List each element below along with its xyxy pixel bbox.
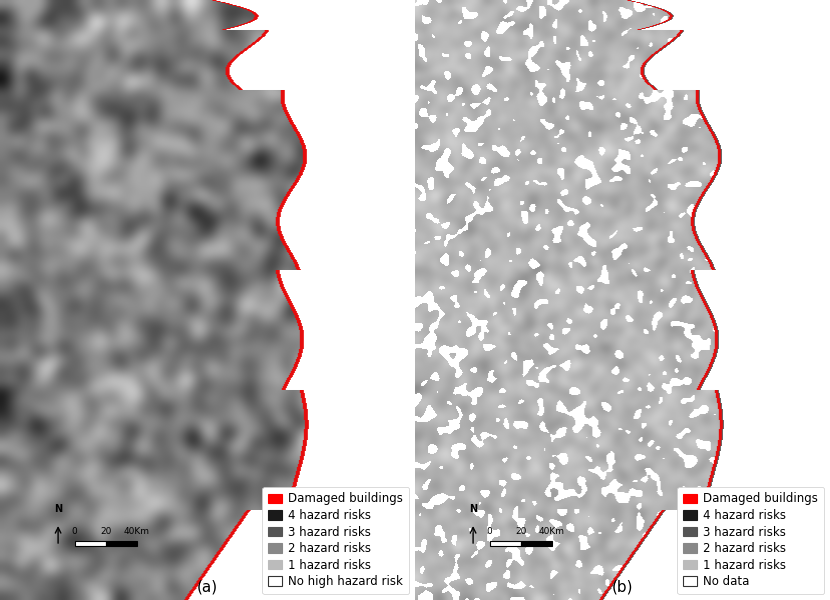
Legend: Damaged buildings, 4 hazard risks, 3 hazard risks, 2 hazard risks, 1 hazard risk: Damaged buildings, 4 hazard risks, 3 haz… xyxy=(677,487,824,594)
Text: N: N xyxy=(54,504,62,514)
Bar xyxy=(490,541,521,546)
Text: (a): (a) xyxy=(197,579,218,594)
Bar xyxy=(521,541,552,546)
Text: (b): (b) xyxy=(612,579,633,594)
Bar xyxy=(106,541,137,546)
Text: 20: 20 xyxy=(100,527,111,536)
Text: 40Km: 40Km xyxy=(539,527,565,536)
Text: 0: 0 xyxy=(72,527,77,536)
Bar xyxy=(75,541,106,546)
Legend: Damaged buildings, 4 hazard risks, 3 hazard risks, 2 hazard risks, 1 hazard risk: Damaged buildings, 4 hazard risks, 3 haz… xyxy=(262,487,409,594)
Text: 40Km: 40Km xyxy=(124,527,150,536)
Text: 20: 20 xyxy=(515,527,526,536)
Text: 0: 0 xyxy=(487,527,492,536)
Text: N: N xyxy=(469,504,477,514)
